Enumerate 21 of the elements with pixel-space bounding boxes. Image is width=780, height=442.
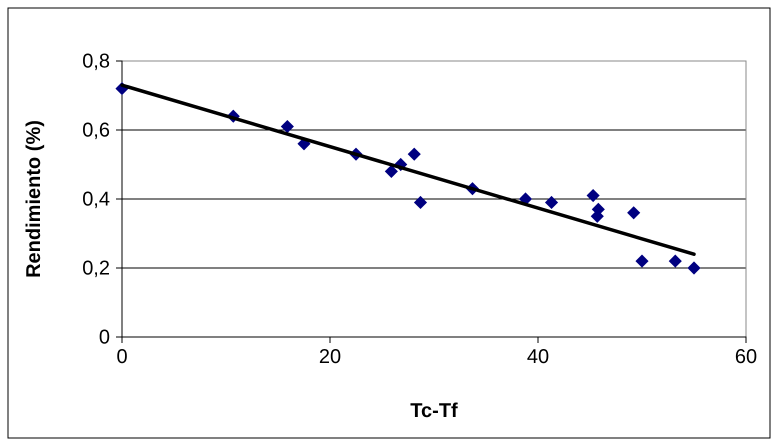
x-axis-title: Tc-Tf — [410, 400, 458, 422]
point — [414, 196, 428, 210]
y-tick-label: 0,8 — [82, 50, 110, 72]
point — [586, 188, 600, 202]
y-tick-label: 0,2 — [82, 257, 110, 280]
y-tick-label: 0,6 — [82, 119, 110, 142]
y-tick-label: 0 — [98, 326, 110, 348]
point — [668, 254, 682, 268]
y-axis-title: Rendimiento (%) — [23, 120, 45, 278]
y-tick-label: 0,4 — [82, 188, 110, 210]
x-tick-label: 0 — [116, 346, 128, 368]
point — [544, 196, 558, 210]
x-tick-label: 60 — [734, 346, 758, 368]
x-tick-label: 20 — [318, 346, 342, 368]
x-tick-label: 40 — [526, 346, 550, 368]
point — [408, 148, 421, 161]
point — [384, 164, 398, 178]
point — [687, 261, 701, 275]
point — [635, 254, 649, 268]
point — [280, 120, 294, 134]
point — [627, 206, 640, 220]
